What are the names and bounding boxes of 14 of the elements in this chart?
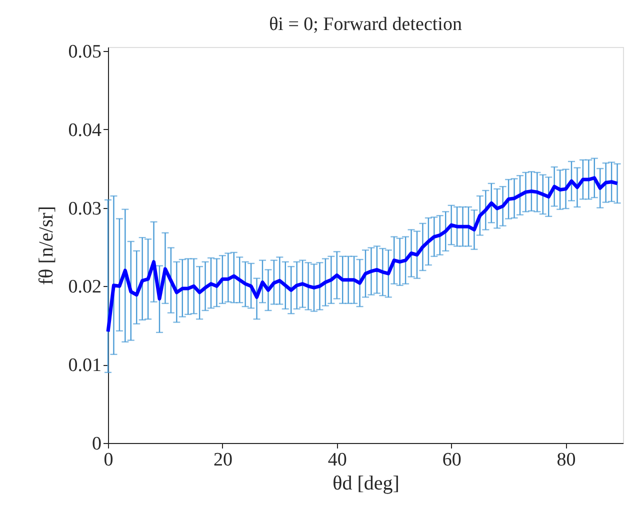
y-tick-label: 0.03 [68,198,102,220]
y-tick-label: 0.01 [68,355,102,376]
y-axis-title: fθ [n/e/sr] [35,206,58,285]
x-tick-label: 60 [442,450,462,470]
x-tick-label: 20 [213,450,232,470]
x-tick-label: 80 [556,450,576,470]
y-tick-label: 0 [92,434,102,454]
x-tick-label: 40 [328,450,347,470]
y-tick-label: 0.04 [68,120,102,141]
y-tick-label: 0.05 [68,41,102,62]
y-tick-label: 0.02 [68,276,102,298]
x-axis-title: θd [deg] [332,472,400,494]
chart-title: θi = 0; Forward detection [269,14,462,35]
line-series [106,176,620,334]
